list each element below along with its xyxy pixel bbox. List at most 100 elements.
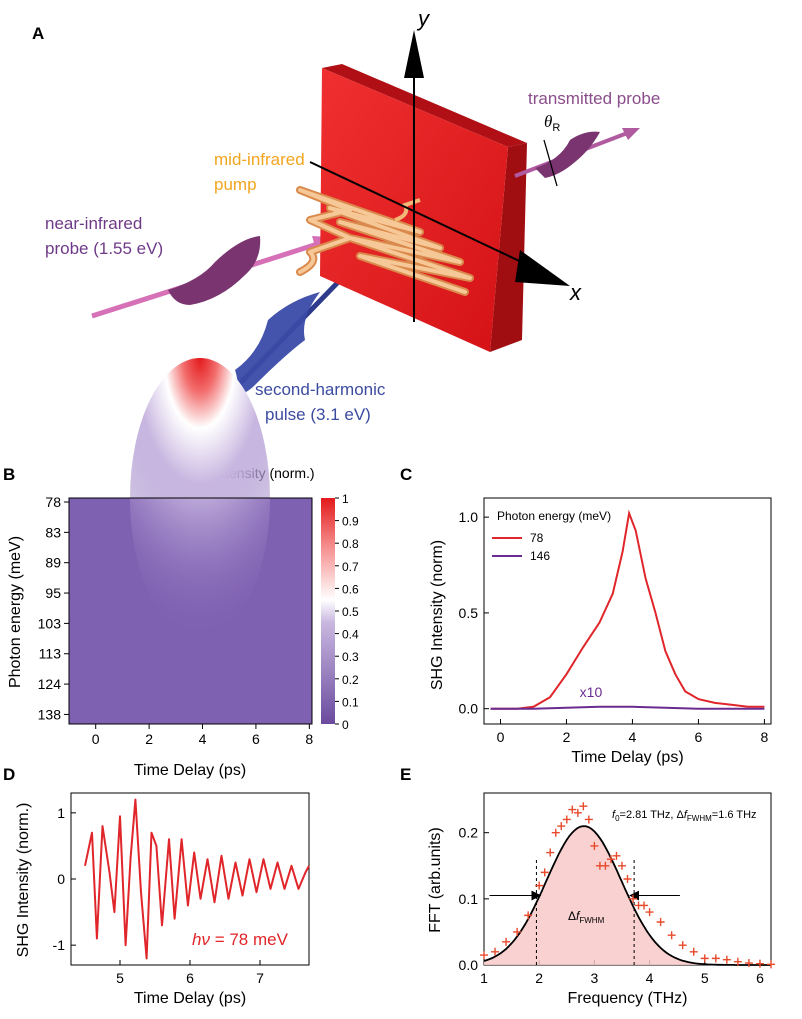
series-line-78mev: [84, 798, 310, 960]
plot-c-xtick-label: 6: [695, 729, 703, 745]
fft-point: [767, 960, 775, 969]
heatmap-yticks: 78 83 89 95 103 113 124 138: [38, 494, 69, 722]
heatmap-xticks: 0 2 4 6 8: [92, 724, 313, 747]
probe-label-2: probe (1.55 eV): [45, 239, 163, 258]
fft-point: [711, 954, 720, 963]
pump-label-1: mid-infrared: [214, 150, 305, 169]
plot-c-frame: [483, 497, 772, 725]
fft-point: [700, 954, 709, 963]
heatmap-xtick-label: 8: [305, 731, 313, 747]
fft-point: [755, 959, 764, 968]
fft-point: [551, 828, 560, 837]
colorbar-tick-label: 0: [342, 718, 349, 732]
heatmap-xlabel: Time Delay (ps): [134, 762, 246, 779]
fft-point: [744, 959, 753, 968]
shg-label-2: pulse (3.1 eV): [265, 405, 371, 424]
heatmap-ytick-label: 95: [45, 585, 61, 601]
plot-e: 1 2 3 4 5 6 0.0 0.1 0.2 Frequency (THz): [459, 792, 775, 1007]
panel-a: A: [32, 6, 660, 448]
plot-e-xtick-label: 6: [756, 970, 764, 986]
shg-label-1: second-harmonic: [255, 380, 386, 399]
fft-point: [617, 861, 626, 870]
hv-label: hν = 78 meV: [192, 930, 289, 949]
fft-point: [540, 868, 549, 877]
fft-point: [640, 901, 649, 910]
fit-annotation: f0=2.81 THz, ΔfFWHM=1.6 THz: [612, 809, 757, 823]
fft-point: [722, 955, 731, 964]
fft-point: [573, 808, 582, 817]
heatmap-ytick-label: 138: [38, 706, 62, 722]
plot-e-ylabel: FFT (arb.units): [427, 827, 444, 933]
plot-d-ytick-label: 1: [57, 805, 65, 821]
fft-point: [562, 815, 571, 824]
panel-letter-e: E: [400, 765, 411, 784]
transmitted-probe: [514, 128, 640, 187]
fft-point: [689, 947, 698, 956]
gaussian-fit-line: [483, 825, 771, 966]
plot-c-ytick-label: 0.5: [459, 605, 479, 621]
series-line-78: [490, 509, 765, 710]
plot-c: 0 2 4 6 8 0.0 0.5 1.0 Time Delay (ps) 78 146 x10: [459, 497, 772, 766]
panel-e: E 1 2 3 4 5 6 0.0 0.1 0.2 Frequency (THz) FFT (ar…: [400, 765, 775, 1007]
plot-e-xtick-label: 3: [590, 970, 598, 986]
heatmap-plot: 78 83 89 95 103 113 124 138 0 2 4 6 8 Time Delay (p…: [7, 358, 313, 779]
heatmap-ytick-label: 89: [45, 555, 61, 571]
colorbar-tick-label: 0.4: [342, 628, 359, 642]
plot-d-ylabel: SHG Intensity (norm.): [15, 803, 32, 958]
plot-d-ytick-label: -1: [53, 937, 66, 953]
fft-point: [557, 822, 566, 831]
panel-letter-d: D: [3, 765, 15, 784]
colorbar-tick-label: 0.6: [342, 582, 359, 596]
fft-point: [524, 911, 533, 920]
x10-annotation: x10: [580, 684, 603, 700]
plot-e-xtick-label: 2: [535, 970, 543, 986]
plot-c-ytick-label: 1.0: [459, 509, 479, 525]
colorbar-tick-label: 0.9: [342, 515, 359, 529]
plot-c-ylabel: SHG Intensity (norm): [429, 540, 446, 690]
fft-point: [590, 841, 599, 850]
legend-label-146: 146: [530, 549, 550, 563]
plot-c-xtick-label: 0: [497, 729, 505, 745]
heatmap-xtick-label: 4: [199, 731, 207, 747]
colorbar-ticks: 1 0.9 0.8 0.7 0.6 0.5 0.4 0.3 0.2 0.1 0: [335, 492, 359, 732]
colorbar-tick-label: 0.1: [342, 695, 359, 709]
fft-point: [584, 815, 593, 824]
heatmap-ytick-label: 124: [38, 676, 62, 692]
fft-point: [480, 951, 488, 960]
fft-point: [678, 941, 687, 950]
fft-point: [579, 802, 588, 811]
fft-point: [623, 875, 632, 883]
plot-c-xtick-label: 4: [629, 729, 637, 745]
transmitted-probe-label: transmitted probe: [528, 89, 660, 108]
fft-point: [612, 851, 621, 860]
plot-e-xtick-label: 5: [701, 970, 709, 986]
pump-label-2: pump: [214, 175, 257, 194]
probe-label-1: near-infrared: [45, 214, 142, 233]
fft-point: [546, 848, 555, 857]
plot-d-xtick-label: 7: [256, 970, 264, 986]
colorbar-tick-label: 0.8: [342, 537, 359, 551]
fft-point: [667, 931, 676, 940]
legend-title: Photon energy (meV): [497, 509, 611, 523]
x-axis-label: x: [569, 280, 582, 305]
fft-point: [513, 927, 522, 936]
plot-d-xlabel: Time Delay (ps): [134, 990, 246, 1007]
plot-e-ytick-label: 0.1: [459, 891, 479, 907]
legend-label-78: 78: [530, 531, 544, 545]
fft-point: [491, 947, 500, 956]
fft-point: [606, 855, 615, 864]
fft-point: [568, 805, 577, 814]
plot-e-ytick-label: 0.0: [459, 957, 479, 973]
y-axis-label: y: [416, 6, 431, 31]
plot-d-xtick-label: 5: [116, 970, 124, 986]
heatmap-xtick-label: 2: [145, 731, 153, 747]
colorbar-tick-label: 1: [342, 492, 349, 506]
panel-letter-c: C: [400, 465, 412, 484]
plot-c-xtick-label: 8: [761, 729, 769, 745]
plot-d: 5 6 7 -1 0 1 Time Delay (ps): [53, 792, 310, 1007]
plot-c-xlabel: Time Delay (ps): [571, 749, 683, 766]
fft-point: [645, 908, 654, 917]
colorbar-tick-label: 0.7: [342, 560, 359, 574]
